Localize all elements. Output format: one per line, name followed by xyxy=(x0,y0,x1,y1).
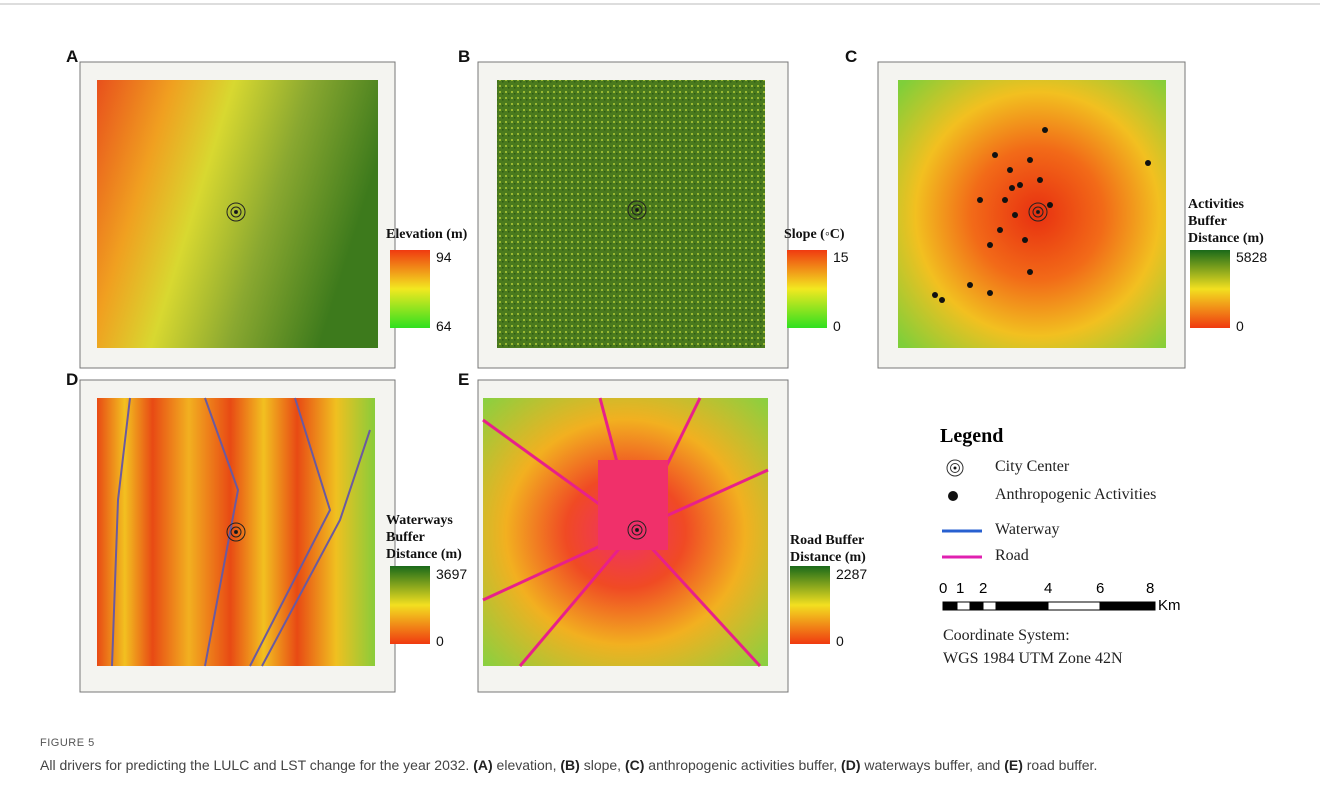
figure-label: FIGURE 5 xyxy=(40,737,95,749)
scale-tick-label: 8 xyxy=(1146,580,1155,597)
figure-caption: All drivers for predicting the LULC and … xyxy=(40,755,1280,776)
elevation-map xyxy=(97,80,378,348)
legend-item: Anthropogenic Activities xyxy=(995,486,1157,503)
legend-item: Waterway xyxy=(995,521,1060,538)
legend-heading: Activities xyxy=(1188,197,1244,212)
caption-part: slope, xyxy=(579,757,625,773)
color-bars xyxy=(390,250,1230,644)
coordinate-line: Coordinate System: xyxy=(943,627,1070,644)
legend-heading: Road Buffer xyxy=(790,533,865,548)
bar-min: 64 xyxy=(436,318,452,334)
caption-part: (A) xyxy=(473,757,493,773)
legend-heading: Distance (m) xyxy=(1188,231,1264,246)
caption-part: elevation, xyxy=(492,757,561,773)
panel-letter: B xyxy=(458,47,471,66)
caption-part: anthropogenic activities buffer, xyxy=(644,757,842,773)
bar-min: 0 xyxy=(1236,318,1244,334)
panel-letter: C xyxy=(845,47,858,66)
legend-heading: Distance (m) xyxy=(386,547,462,562)
legend-symbols xyxy=(942,459,982,559)
bar-max: 5828 xyxy=(1236,249,1268,265)
caption-part: (D) xyxy=(841,757,861,773)
legend-heading: Distance (m) xyxy=(790,550,866,565)
coordinate-line: WGS 1984 UTM Zone 42N xyxy=(943,650,1123,667)
waterway-lines xyxy=(111,397,371,667)
legend-heading: Waterways xyxy=(386,513,453,528)
legend-heading: Elevation (m) xyxy=(386,227,468,242)
scale-tick-label: 2 xyxy=(979,580,988,597)
road-lines xyxy=(482,397,769,668)
legend-heading: Slope (◦C) xyxy=(784,227,845,242)
scale-tick-label: 1 xyxy=(956,580,965,597)
legend-heading: Buffer xyxy=(1188,214,1227,229)
bar-max: 15 xyxy=(833,249,849,265)
caption-part: All drivers for predicting the LULC and … xyxy=(40,757,474,773)
caption-part: (B) xyxy=(560,757,580,773)
caption-part: road buffer. xyxy=(1022,757,1098,773)
bar-max: 94 xyxy=(436,249,452,265)
activities-map xyxy=(898,80,1166,348)
scale-tick-label: 4 xyxy=(1044,580,1053,597)
city-center-markers xyxy=(226,200,1048,542)
scale-bar xyxy=(942,601,1156,611)
caption-part: (C) xyxy=(624,757,645,773)
scale-unit: Km xyxy=(1158,597,1181,614)
legend-heading: Buffer xyxy=(386,530,425,545)
slope-map xyxy=(497,80,765,348)
legend-item: City Center xyxy=(995,458,1070,475)
legend-item: Road xyxy=(995,547,1029,564)
panel-letter: E xyxy=(458,370,470,389)
scale-tick-label: 0 xyxy=(939,580,948,597)
panel-letter: A xyxy=(66,47,79,66)
bar-max: 3697 xyxy=(436,566,468,582)
bar-min: 0 xyxy=(436,633,444,649)
caption-part: (E) xyxy=(1004,757,1023,773)
caption-part: waterways buffer, and xyxy=(860,757,1005,773)
bar-min: 0 xyxy=(836,633,844,649)
scale-tick-label: 6 xyxy=(1096,580,1105,597)
legend-title: Legend xyxy=(940,425,1004,447)
bar-min: 0 xyxy=(833,318,841,334)
activity-points xyxy=(932,127,1151,303)
panel-letter: D xyxy=(66,370,79,389)
bar-max: 2287 xyxy=(836,566,868,582)
